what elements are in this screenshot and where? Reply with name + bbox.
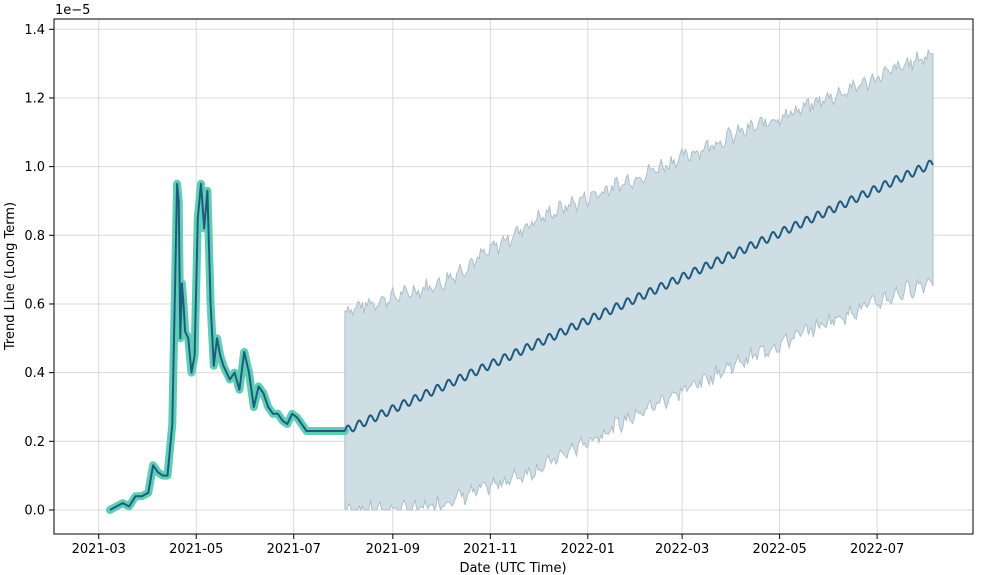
y-tick-label: 0.4 bbox=[24, 366, 45, 381]
x-axis-ticks: 2021-03 2021-05 2021-07 2021-09 2021-11 2022-… bbox=[72, 534, 904, 557]
historical-highlight-line bbox=[105, 179, 349, 514]
y-tick-label: 1.0 bbox=[24, 160, 45, 175]
uncertainty-band bbox=[344, 48, 934, 512]
historical-trend-line bbox=[109, 182, 345, 511]
x-tick-label: 2022-01 bbox=[561, 542, 615, 557]
x-tick-label: 2021-09 bbox=[366, 542, 420, 557]
y-axis-label: Trend Line (Long Term) bbox=[3, 202, 18, 351]
x-tick-label: 2021-05 bbox=[169, 542, 223, 557]
y-tick-label: 1.2 bbox=[24, 91, 45, 106]
y-tick-label: 0.8 bbox=[24, 229, 45, 244]
x-tick-label: 2022-05 bbox=[752, 542, 806, 557]
x-tick-label: 2022-07 bbox=[850, 542, 904, 557]
y-tick-label: 0.6 bbox=[24, 297, 45, 312]
x-tick-label: 2021-03 bbox=[72, 542, 126, 557]
y-tick-label: 1.4 bbox=[24, 23, 45, 38]
forecast-trend-line bbox=[343, 159, 934, 433]
plot-frame bbox=[53, 18, 974, 535]
y-offset-text: 1e−5 bbox=[55, 3, 90, 18]
forecast-series bbox=[343, 159, 934, 433]
x-axis-label: Date (UTC Time) bbox=[459, 561, 566, 575]
x-tick-label: 2022-03 bbox=[655, 542, 709, 557]
x-tick-label: 2021-11 bbox=[463, 542, 517, 557]
y-tick-label: 0.2 bbox=[24, 435, 45, 450]
x-tick-label: 2021-07 bbox=[267, 542, 321, 557]
y-axis-ticks: 0.0 0.2 0.4 0.6 0.8 1.0 1.2 1.4 bbox=[24, 23, 54, 518]
uncertainty-band-area bbox=[344, 48, 934, 512]
historical-series bbox=[105, 179, 349, 514]
y-tick-label: 0.0 bbox=[24, 503, 45, 518]
